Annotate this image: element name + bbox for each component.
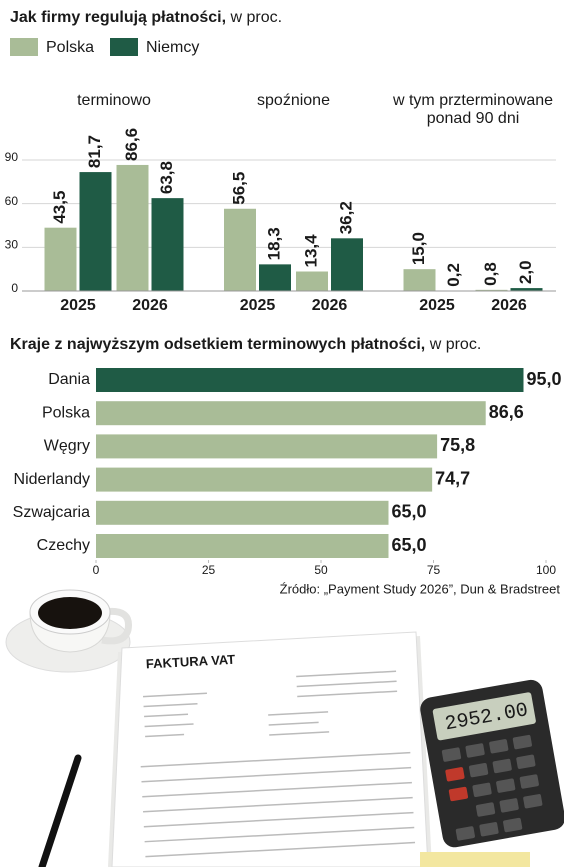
value-label: 2,0: [516, 260, 535, 284]
bar: [331, 238, 363, 291]
pen: [38, 754, 82, 867]
group-label: spoźnione: [257, 92, 330, 109]
value-label: 86,6: [489, 402, 524, 422]
y-tick-label: Niderlandy: [14, 471, 90, 488]
bar: [44, 227, 77, 291]
y-tick-label: Węgry: [44, 438, 90, 455]
x-tick-label: 100: [536, 563, 556, 577]
bar: [96, 534, 389, 558]
value-label: 43,5: [50, 191, 69, 224]
invoice-lines: [140, 670, 416, 858]
value-label: 36,2: [336, 201, 355, 234]
bar: [475, 289, 508, 291]
bar: [296, 271, 328, 291]
legend-label: Niemcy: [146, 39, 199, 56]
y-tick-label: 0: [11, 281, 18, 295]
value-label: 65,0: [392, 535, 427, 555]
legend-label: Polska: [46, 39, 94, 56]
x-tick-label: 2025: [240, 297, 276, 314]
title-main: Kraje z najwyższym odsetkiem terminowych…: [10, 336, 425, 353]
y-tick-label: 60: [5, 194, 19, 208]
sticky-note: [420, 852, 530, 867]
value-label: 75,8: [440, 435, 475, 455]
x-tick-label: 2026: [132, 297, 168, 314]
calculator: 2952.00: [420, 679, 564, 848]
x-tick-label: 75: [427, 563, 441, 577]
y-tick-label: 30: [5, 238, 19, 252]
chart-title: Jak firmy regulują płatności, w proc.: [10, 9, 282, 26]
value-label: 74,7: [435, 468, 470, 488]
calculator-key-red: [445, 767, 465, 782]
y-tick-label: Czechy: [37, 537, 90, 554]
value-label: 13,4: [301, 234, 320, 268]
source: Źródło: „Payment Study 2026”, Dun & Brad…: [280, 581, 561, 596]
x-tick-label: 2025: [419, 297, 455, 314]
value-label: 0,8: [481, 262, 500, 286]
bar: [510, 288, 543, 291]
bar: [96, 368, 524, 392]
bar: [96, 467, 433, 492]
value-label: 0,2: [444, 263, 463, 287]
bar: [96, 500, 389, 525]
invoice-title: FAKTURA VAT: [146, 652, 236, 672]
coffee: [38, 597, 102, 629]
x-tick-label: 2026: [491, 297, 527, 314]
bar: [79, 172, 112, 291]
value-label: 81,7: [85, 135, 104, 168]
bar: [96, 401, 486, 426]
bar: [403, 269, 436, 291]
x-tick-label: 25: [202, 563, 216, 577]
legend-swatch: [110, 38, 138, 56]
photo: FAKTURA VAT 2952.00: [5, 589, 564, 867]
calculator-keys: [441, 734, 543, 841]
value-label: 65,0: [392, 502, 427, 522]
bar: [96, 434, 438, 459]
calculator-key-red: [448, 786, 469, 802]
bar: [116, 164, 149, 291]
title-main: Jak firmy regulują płatności,: [10, 9, 226, 26]
bar: [259, 264, 291, 291]
group-label: w tym przterminowane ponad 90 dni: [392, 92, 554, 127]
y-tick-label: Szwajcaria: [13, 504, 90, 521]
y-tick-label: 90: [5, 150, 19, 164]
x-tick-label: 50: [314, 563, 328, 577]
x-tick-label: 2026: [312, 297, 348, 314]
title-unit: w proc.: [429, 336, 482, 353]
bar: [224, 208, 256, 291]
cup-handle: [101, 607, 132, 645]
y-tick-label: Dania: [48, 371, 90, 388]
legend-swatch: [10, 38, 38, 56]
title-unit: w proc.: [230, 9, 283, 26]
y-tick-label: Polska: [42, 404, 90, 421]
chart-title: Kraje z najwyższym odsetkiem terminowych…: [10, 336, 481, 353]
calculator-screen: [432, 692, 536, 741]
x-tick-label: 0: [93, 563, 100, 577]
group-label: terminowo: [77, 92, 151, 109]
value-label: 18,3: [264, 227, 283, 260]
value-label: 56,5: [229, 172, 248, 205]
value-label: 63,8: [157, 161, 176, 194]
x-tick-label: 2025: [60, 297, 96, 314]
bar: [151, 198, 184, 291]
invoice: [111, 631, 429, 867]
value-label: 15,0: [409, 232, 428, 265]
value-label: 86,6: [122, 128, 141, 161]
value-label: 95,0: [527, 369, 562, 389]
